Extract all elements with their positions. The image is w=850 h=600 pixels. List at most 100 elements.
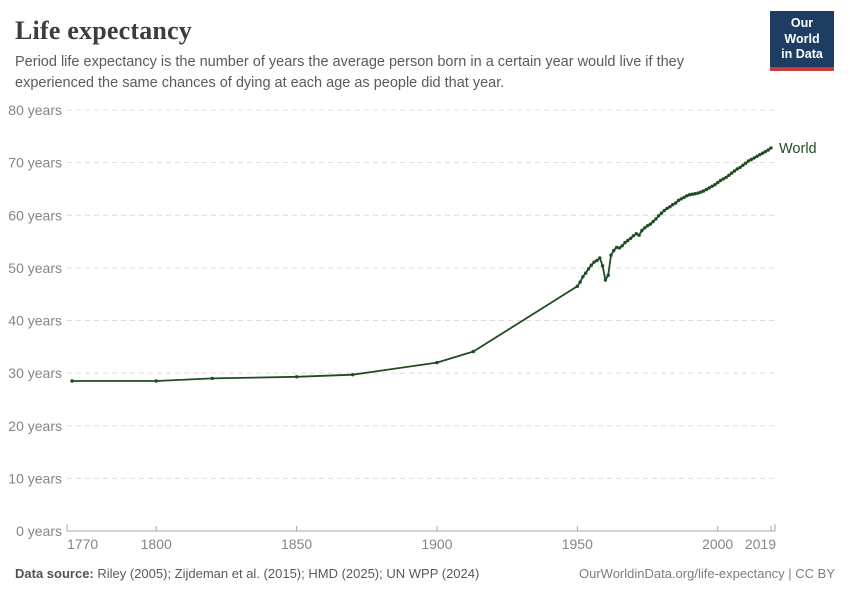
data-point[interactable] — [699, 190, 703, 194]
data-point[interactable] — [617, 246, 622, 250]
y-axis-tick-label: 20 years — [8, 418, 62, 434]
data-point[interactable] — [730, 171, 734, 175]
data-point[interactable] — [716, 180, 720, 185]
data-point[interactable] — [640, 228, 644, 233]
owid-logo[interactable]: Our World in Data — [770, 11, 834, 71]
chart-subtitle: Period life expectancy is the number of … — [15, 54, 684, 91]
data-point[interactable] — [749, 157, 753, 162]
data-point[interactable] — [673, 201, 678, 205]
attribution-link[interactable]: OurWorldinData.org/life-expectancy | CC … — [578, 566, 835, 581]
data-point[interactable] — [154, 379, 158, 383]
data-point[interactable] — [662, 208, 666, 213]
data-point[interactable] — [637, 233, 641, 237]
data-point[interactable] — [724, 175, 728, 180]
data-point[interactable] — [766, 148, 770, 152]
data-point[interactable] — [651, 219, 655, 224]
data-point[interactable] — [713, 183, 717, 187]
data-point[interactable] — [760, 151, 765, 155]
data-point[interactable] — [435, 360, 439, 365]
data-point[interactable] — [752, 156, 756, 160]
y-axis-tick-label: 70 years — [8, 155, 62, 171]
y-axis-tick-label: 10 years — [8, 470, 62, 486]
data-point[interactable] — [718, 178, 723, 183]
y-axis-tick-label: 60 years — [8, 207, 62, 223]
data-point[interactable] — [732, 169, 737, 173]
data-point[interactable] — [575, 284, 579, 288]
data-point[interactable] — [631, 234, 636, 238]
data-point[interactable] — [626, 238, 630, 243]
chart-footer: Data source: Riley (2005); Zijdeman et a… — [15, 566, 835, 581]
data-point[interactable] — [676, 198, 681, 203]
data-point[interactable] — [727, 173, 731, 177]
data-point[interactable] — [620, 244, 624, 248]
y-axis-tick-label: 50 years — [8, 260, 62, 276]
data-point[interactable] — [665, 206, 669, 211]
data-point[interactable] — [744, 161, 748, 165]
data-point[interactable] — [763, 149, 768, 154]
data-point[interactable] — [707, 186, 711, 190]
data-point[interactable] — [643, 226, 647, 230]
data-point[interactable] — [654, 217, 658, 221]
data-point[interactable] — [609, 253, 613, 257]
data-point[interactable] — [696, 191, 700, 195]
data-point[interactable] — [606, 273, 610, 277]
data-point[interactable] — [769, 146, 773, 150]
data-point[interactable] — [701, 189, 706, 193]
x-axis-tick-label: 1900 — [421, 536, 452, 552]
x-axis-tick-label: 2000 — [702, 536, 733, 552]
data-point[interactable] — [586, 267, 591, 271]
data-point[interactable] — [595, 258, 599, 263]
data-point[interactable] — [690, 192, 695, 196]
data-point[interactable] — [592, 260, 596, 264]
data-point[interactable] — [584, 271, 588, 275]
data-point[interactable] — [351, 373, 355, 377]
data-point[interactable] — [598, 256, 602, 260]
data-point[interactable] — [614, 245, 619, 250]
data-point[interactable] — [659, 211, 664, 215]
x-axis-tick-label: 1770 — [67, 536, 98, 552]
data-point[interactable] — [746, 159, 751, 163]
data-point[interactable] — [668, 205, 672, 209]
data-point[interactable] — [704, 187, 709, 192]
data-point[interactable] — [210, 376, 215, 381]
series-label-world[interactable]: World — [779, 141, 817, 157]
data-point[interactable] — [741, 163, 745, 167]
data-point[interactable] — [628, 236, 633, 241]
data-point[interactable] — [589, 263, 593, 267]
owid-logo-line2: in Data — [781, 47, 823, 61]
data-point[interactable] — [671, 203, 675, 207]
data-source-list: Riley (2005); Zijdeman et al. (2015); HM… — [93, 566, 480, 581]
data-point[interactable] — [710, 184, 714, 188]
data-point[interactable] — [693, 192, 697, 196]
data-source-note: Data source: Riley (2005); Zijdeman et a… — [15, 566, 479, 581]
data-point[interactable] — [294, 375, 299, 379]
data-point[interactable] — [612, 248, 616, 253]
y-axis-tick-label: 40 years — [8, 313, 62, 329]
x-axis-tick-label: 1850 — [281, 536, 312, 552]
data-point[interactable] — [600, 264, 605, 268]
data-source-label: Data source: — [15, 566, 94, 581]
data-point[interactable] — [471, 349, 476, 354]
data-point[interactable] — [721, 177, 725, 181]
data-point[interactable] — [70, 379, 74, 383]
y-axis-tick-label: 30 years — [8, 365, 62, 381]
data-point[interactable] — [682, 195, 686, 200]
data-point[interactable] — [578, 280, 582, 284]
data-point[interactable] — [581, 275, 585, 279]
data-point[interactable] — [735, 167, 739, 171]
data-point[interactable] — [738, 165, 742, 170]
data-point[interactable] — [679, 197, 683, 201]
data-point[interactable] — [648, 222, 652, 226]
data-point[interactable] — [685, 194, 689, 198]
data-point[interactable] — [657, 214, 661, 218]
data-point[interactable] — [603, 278, 608, 282]
data-point[interactable] — [758, 153, 762, 157]
data-point[interactable] — [645, 224, 650, 228]
data-line-world[interactable] — [71, 147, 772, 382]
data-point[interactable] — [755, 154, 759, 158]
data-point[interactable] — [687, 193, 692, 197]
data-point[interactable] — [623, 240, 627, 245]
data-point[interactable] — [634, 232, 638, 236]
